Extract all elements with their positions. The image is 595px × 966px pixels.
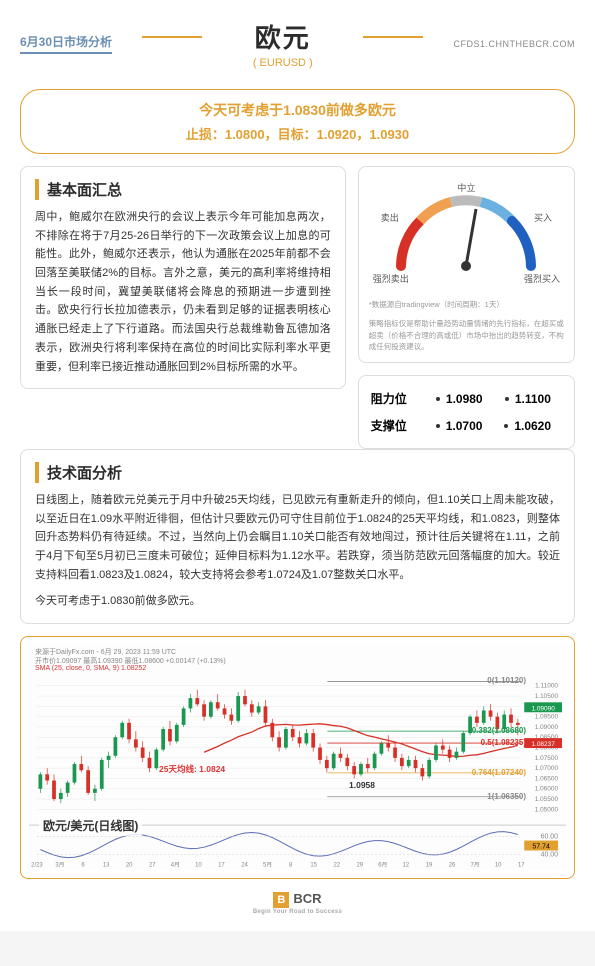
- svg-text:10: 10: [495, 863, 502, 869]
- chart-inset-title: 欧元/美元(日线图): [39, 815, 142, 836]
- gauge-label-neutral: 中立: [457, 181, 475, 194]
- svg-text:13: 13: [103, 863, 110, 869]
- date-label: 6月30日市场分析: [20, 33, 112, 54]
- svg-text:17: 17: [218, 863, 225, 869]
- signal-entry: 今天可考虑于1.0830前做多欧元: [41, 100, 554, 120]
- svg-text:1.06500: 1.06500: [535, 776, 559, 783]
- technical-body: 日线图上，随着欧元兑美元于月中升破25天均线，已见欧元有重新走升的倾向，但1.1…: [35, 491, 560, 584]
- svg-text:40.00: 40.00: [541, 852, 559, 859]
- svg-text:1.09000: 1.09000: [535, 724, 559, 731]
- svg-text:7月: 7月: [470, 862, 479, 869]
- fundamental-title: 基本面汇总: [35, 179, 331, 200]
- trade-signal-box: 今天可考虑于1.0830前做多欧元 止损：1.0800，目标：1.0920，1.…: [20, 89, 575, 154]
- gauge-label-strongsell: 强烈卖出: [373, 272, 409, 285]
- technical-conclusion: 今天可考虑于1.0830前做多欧元。: [35, 592, 560, 611]
- svg-text:5月: 5月: [263, 862, 272, 869]
- levels-box: 阻力位 1.0980 1.1100 支撑位 1.0700 1.0620: [358, 375, 575, 449]
- svg-text:4月: 4月: [171, 862, 180, 869]
- svg-text:1.07500: 1.07500: [535, 755, 559, 762]
- svg-text:15: 15: [310, 863, 317, 869]
- gauge-label-strongbuy: 强烈买入: [524, 272, 560, 285]
- support-row: 支撑位 1.0700 1.0620: [371, 417, 562, 434]
- svg-text:12: 12: [403, 863, 410, 869]
- svg-text:8: 8: [289, 863, 293, 869]
- sentiment-gauge-box: 中立 卖出 买入 强烈卖出 强烈买入 *数据源自tradingview（时间周期…: [358, 166, 575, 363]
- svg-text:22: 22: [333, 863, 340, 869]
- signal-levels: 止损：1.0800，目标：1.0920，1.0930: [41, 124, 554, 143]
- gauge-disclaimer: 策略指标仅是帮助计量趋势动量情绪的先行指标，在超买或超卖（价格不合理的高或低）市…: [369, 318, 564, 352]
- title-block: 欧元 ( EURUSD ): [112, 18, 453, 69]
- svg-text:60.00: 60.00: [541, 834, 559, 841]
- svg-text:20: 20: [126, 863, 133, 869]
- svg-text:1.09500: 1.09500: [535, 714, 559, 721]
- resistance-label: 阻力位: [371, 390, 425, 407]
- svg-text:2/23: 2/23: [31, 863, 43, 869]
- report-page: 6月30日市场分析 欧元 ( EURUSD ) CFDS1.CHNTHEBCR.…: [0, 0, 595, 931]
- svg-text:19: 19: [426, 863, 433, 869]
- instrument-subtitle: ( EURUSD ): [112, 57, 453, 69]
- support-val-1: 1.0700: [436, 419, 483, 433]
- svg-text:1.05000: 1.05000: [535, 806, 559, 813]
- svg-text:1.10500: 1.10500: [535, 693, 559, 700]
- candles: [38, 690, 519, 803]
- gauge-svg: [376, 181, 556, 281]
- instrument-title: 欧元: [112, 18, 453, 55]
- footer: B BCR Begin Your Road to Success: [0, 879, 595, 921]
- svg-text:24: 24: [241, 863, 248, 869]
- low-annotation: 1.0958: [349, 780, 375, 790]
- technical-box: 技术面分析 日线图上，随着欧元兑美元于月中升破25天均线，已见欧元有重新走升的倾…: [20, 449, 575, 624]
- x-ticks: 2/23 3月 6 13 20 27 4月 10 17 24 5月 8 15 22 29 6月 12 19 26 7月…: [31, 862, 525, 869]
- svg-text:29: 29: [357, 863, 364, 869]
- main-columns: 基本面汇总 周中，鲍威尔在欧洲央行的会议上表示今年可能加息两次，不排除在将于7月…: [0, 166, 595, 449]
- gauge-label-buy: 买入: [534, 211, 552, 224]
- ma-annotation: 25天均线: 1.0824: [159, 763, 225, 775]
- fundamental-body: 周中，鲍威尔在欧洲央行的会议上表示今年可能加息两次，不排除在将于7月25-26日…: [35, 208, 331, 376]
- svg-text:1.07000: 1.07000: [535, 765, 559, 772]
- technical-title: 技术面分析: [35, 462, 560, 483]
- svg-text:6月: 6月: [378, 862, 387, 869]
- svg-text:27: 27: [149, 863, 156, 869]
- technical-section: 技术面分析 日线图上，随着欧元兑美元于月中升破25天均线，已见欧元有重新走升的倾…: [20, 449, 575, 879]
- support-label: 支撑位: [371, 417, 425, 434]
- svg-text:17: 17: [518, 863, 525, 869]
- svg-text:26: 26: [449, 863, 456, 869]
- svg-text:6: 6: [81, 863, 85, 869]
- left-column: 基本面汇总 周中，鲍威尔在欧洲央行的会议上表示今年可能加息两次，不排除在将于7月…: [20, 166, 346, 449]
- chart-area: 来源于DailyFx.com - 6月 29, 2023 11:59 UTC 开…: [29, 645, 566, 870]
- right-column: 中立 卖出 买入 强烈卖出 强烈买入 *数据源自tradingview（时间周期…: [358, 166, 575, 449]
- gauge-label-sell: 卖出: [381, 211, 399, 224]
- fundamental-box: 基本面汇总 周中，鲍威尔在欧洲央行的会议上表示今年可能加息两次，不排除在将于7月…: [20, 166, 346, 389]
- svg-text:1.09090: 1.09090: [531, 705, 555, 712]
- chart-sma-text: SMA (25, close, 0, SMA, 9) 1.08252: [35, 665, 146, 672]
- svg-text:1.11000: 1.11000: [535, 683, 558, 690]
- svg-text:1.06000: 1.06000: [535, 786, 559, 793]
- resistance-row: 阻力位 1.0980 1.1100: [371, 390, 562, 407]
- gauge-source: *数据源自tradingview（时间周期：1天）: [369, 299, 564, 310]
- chart-box: 来源于DailyFx.com - 6月 29, 2023 11:59 UTC 开…: [20, 636, 575, 879]
- header: 6月30日市场分析 欧元 ( EURUSD ) CFDS1.CHNTHEBCR.…: [0, 0, 595, 77]
- svg-text:1.05500: 1.05500: [535, 796, 559, 803]
- source-url: CFDS1.CHNTHEBCR.COM: [453, 39, 575, 49]
- svg-text:57.74: 57.74: [532, 844, 550, 851]
- svg-text:3月: 3月: [55, 862, 64, 869]
- footer-brand: BCR: [293, 891, 321, 906]
- gauge-wrap: 中立 卖出 买入 强烈卖出 强烈买入: [369, 181, 564, 291]
- price-chart-svg: 1.110001.105001.100001.095001.090001.085…: [29, 645, 566, 870]
- resistance-val-2: 1.1100: [505, 392, 551, 406]
- svg-text:1.08237: 1.08237: [531, 741, 555, 748]
- support-val-2: 1.0620: [504, 419, 551, 433]
- resistance-val-1: 1.0980: [436, 392, 483, 406]
- footer-logo-icon: B: [273, 892, 289, 908]
- footer-tagline: Begin Your Road to Success: [0, 909, 595, 915]
- svg-text:10: 10: [195, 863, 202, 869]
